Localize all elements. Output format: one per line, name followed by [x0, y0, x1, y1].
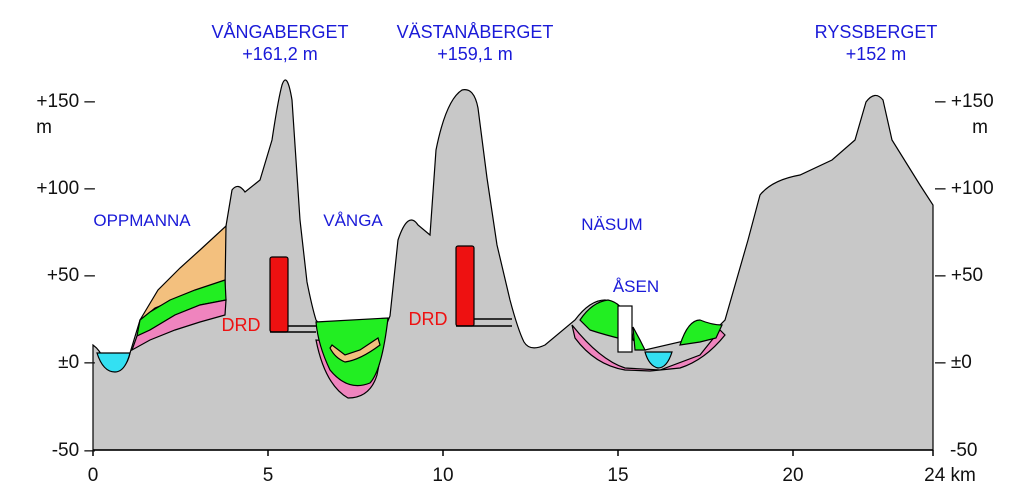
asen-gravel-pit: [617, 305, 633, 353]
drd-label-2: DRD: [409, 309, 448, 329]
place-vanga: VÅNGA: [323, 211, 383, 230]
place-asen: ÅSEN: [613, 277, 659, 296]
peak-height-vangaberget: +161,2 m: [242, 44, 318, 64]
left-tick-minus50: -50 –: [52, 440, 96, 461]
x-tick-5: 5: [263, 465, 274, 486]
left-tick-50: +50 –: [47, 265, 96, 286]
right-unit: m: [972, 117, 988, 138]
asen-pink-layer: [571, 324, 726, 372]
right-tick-150: – +150: [935, 91, 994, 112]
drd-borehole-vangaberget: [269, 256, 289, 333]
left-unit: m: [36, 117, 52, 138]
x-tick-24km: 24 km: [924, 465, 976, 486]
vanga-green-layer: [315, 317, 389, 387]
left-tick-0: ±0 –: [58, 352, 95, 373]
x-tick-10: 10: [432, 465, 453, 486]
right-tick-50: – +50: [935, 265, 983, 286]
left-tick-150: +150 –: [36, 91, 95, 112]
place-oppmanna: OPPMANNA: [93, 211, 191, 230]
x-tick-15: 15: [607, 465, 628, 486]
right-tick-100: – +100: [935, 178, 994, 199]
vanga-orange-layer: [329, 337, 381, 363]
peak-name-vangaberget: VÅNGABERGET: [211, 22, 348, 42]
peak-name-vastanaberget: VÄSTANÅBERGET: [397, 22, 554, 42]
x-tick-20: 20: [782, 465, 803, 486]
peak-height-vastanaberget: +159,1 m: [437, 44, 513, 64]
asen-green-layer-east: [679, 319, 723, 346]
peak-height-ryssberget: +152 m: [846, 44, 907, 64]
oppmanna-pink-layer: [130, 299, 227, 352]
place-nasum: NÄSUM: [581, 215, 642, 234]
right-tick-0: – ±0: [935, 352, 972, 373]
drd-borehole-vastanaberget: [455, 245, 475, 327]
lake-nasum: [644, 351, 673, 369]
asen-green-layer-mid: [632, 326, 646, 351]
drd-label-1: DRD: [222, 315, 261, 335]
x-axis-tickmarks: [92, 450, 934, 456]
left-tick-100: +100 –: [36, 178, 95, 199]
x-tick-0: 0: [88, 465, 99, 486]
lake-oppmanna: [96, 352, 131, 373]
peak-name-ryssberget: RYSSBERGET: [815, 22, 938, 42]
right-tick-minus50: -50: [950, 440, 977, 461]
